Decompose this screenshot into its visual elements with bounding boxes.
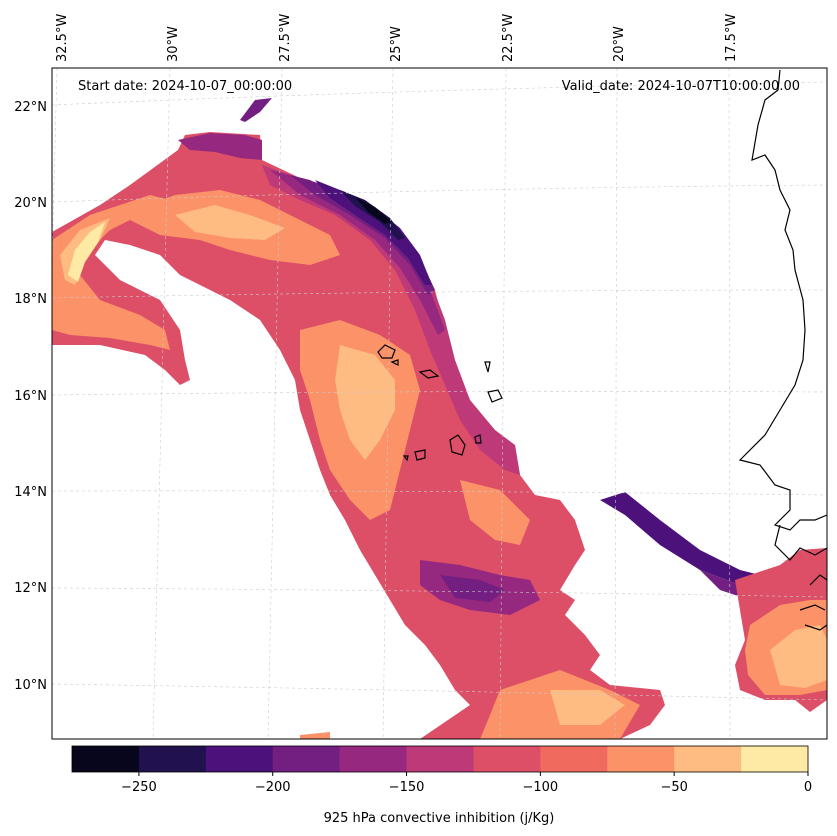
colorbar-swatch (272, 746, 341, 772)
lon-label-27-5w: 27.5°W (278, 14, 293, 62)
longitude-labels: 32.5°W 30°W 27.5°W 25°W 22.5°W 20°W 17.5… (55, 14, 739, 62)
latitude-labels: 22°N 20°N 18°N 16°N 14°N 12°N 10°N (14, 100, 47, 693)
valid-date-label: Valid_date: 2024-10-07T10:00:00.00 (562, 79, 800, 94)
cape-verde-island (484, 361, 491, 373)
gridline (499, 68, 507, 739)
colorbar-swatch (607, 746, 675, 772)
colorbar-ticks: −250 −200 −150 −100 −50 0 (121, 772, 812, 795)
contour-band-top-purple (178, 133, 262, 160)
colorbar-swatch (205, 746, 274, 772)
coastlines (377, 69, 827, 631)
lat-label-20n: 20°N (14, 196, 47, 211)
colorbar: −250 −200 −150 −100 −50 0 925 hPa convective … (71, 745, 812, 826)
africa-coastline (738, 69, 827, 531)
lon-label-17-5w: 17.5°W (724, 14, 739, 62)
gridline (52, 490, 827, 496)
lon-label-25w: 25°W (389, 26, 404, 62)
cape-verde-island (414, 449, 426, 461)
start-date-label: Start date: 2024-10-07_00:00:00 (78, 79, 292, 94)
bijagos-islands (799, 574, 827, 631)
colorbar-swatch (540, 746, 608, 772)
gridline (52, 391, 827, 396)
cin-contour-field (52, 98, 827, 739)
lon-label-30w: 30°W (166, 26, 181, 62)
gridline (614, 68, 618, 739)
colorbar-label: 925 hPa convective inhibition (j/Kg) (324, 811, 555, 826)
contour-band-bottom-strip (300, 732, 330, 739)
colorbar-swatch (138, 746, 207, 772)
cape-verde-island (377, 344, 396, 359)
colorbar-tick-label: 0 (804, 780, 812, 795)
colorbar-tick-label: −200 (255, 780, 291, 795)
cape-verde-island (390, 359, 399, 366)
lat-label-22n: 22°N (14, 100, 47, 115)
colorbar-tick-label: −50 (660, 780, 687, 795)
gridline (152, 68, 171, 739)
gridline (52, 683, 827, 701)
colorbar-swatch (741, 746, 809, 772)
contour-band-upper-core (175, 205, 285, 240)
contour-band-lower-purple-core (440, 575, 505, 602)
contour-band-ne-edge-6 (355, 197, 392, 224)
gridline (52, 587, 827, 598)
gridline (382, 68, 394, 739)
colorbar-swatch (406, 746, 474, 772)
gridline (52, 184, 827, 203)
contour-band-se-coast-core (770, 625, 827, 688)
colorbar-swatch (674, 746, 742, 772)
contour-band-left-peak (68, 222, 105, 282)
gridline (267, 68, 283, 739)
cape-verde-island (487, 389, 503, 403)
gridline (52, 289, 827, 299)
lon-label-32-5w: 32.5°W (55, 14, 70, 62)
lon-label-20w: 20°W (612, 26, 627, 62)
lat-label-16n: 16°N (14, 389, 47, 404)
lat-label-18n: 18°N (14, 292, 47, 307)
lat-label-12n: 12°N (14, 581, 47, 596)
gridline (52, 81, 827, 106)
map-area (52, 68, 827, 739)
colorbar-swatch (473, 746, 541, 772)
gridline (728, 68, 731, 739)
contour-band-lower-orange (460, 480, 530, 545)
gridlines (52, 68, 827, 739)
lat-label-10n: 10°N (14, 678, 47, 693)
map-frame (51, 67, 828, 740)
cape-verde-island (474, 434, 482, 444)
colorbar-swatches (72, 746, 809, 772)
colorbar-tick-label: −150 (389, 780, 425, 795)
cape-verde-island (449, 434, 466, 456)
colorbar-swatch (339, 746, 408, 772)
contour-band-ne-edge-1 (262, 165, 520, 475)
cape-verde-island (418, 369, 440, 379)
lat-label-14n: 14°N (14, 485, 47, 500)
colorbar-swatch (72, 746, 140, 772)
colorbar-tick-label: −250 (121, 780, 157, 795)
colorbar-tick-label: −100 (523, 780, 559, 795)
contour-band-middle-core (335, 345, 395, 460)
contour-band-ne-edge-4 (315, 180, 432, 285)
colorbar-frame (71, 745, 809, 773)
lon-label-22-5w: 22.5°W (501, 14, 516, 62)
contour-band-east-tongue (600, 492, 760, 585)
contour-band-bottom-core (550, 690, 625, 725)
contour-band-top-sliver (240, 98, 272, 122)
cape-verde-island (402, 455, 409, 462)
africa-coastline-south (774, 524, 827, 561)
